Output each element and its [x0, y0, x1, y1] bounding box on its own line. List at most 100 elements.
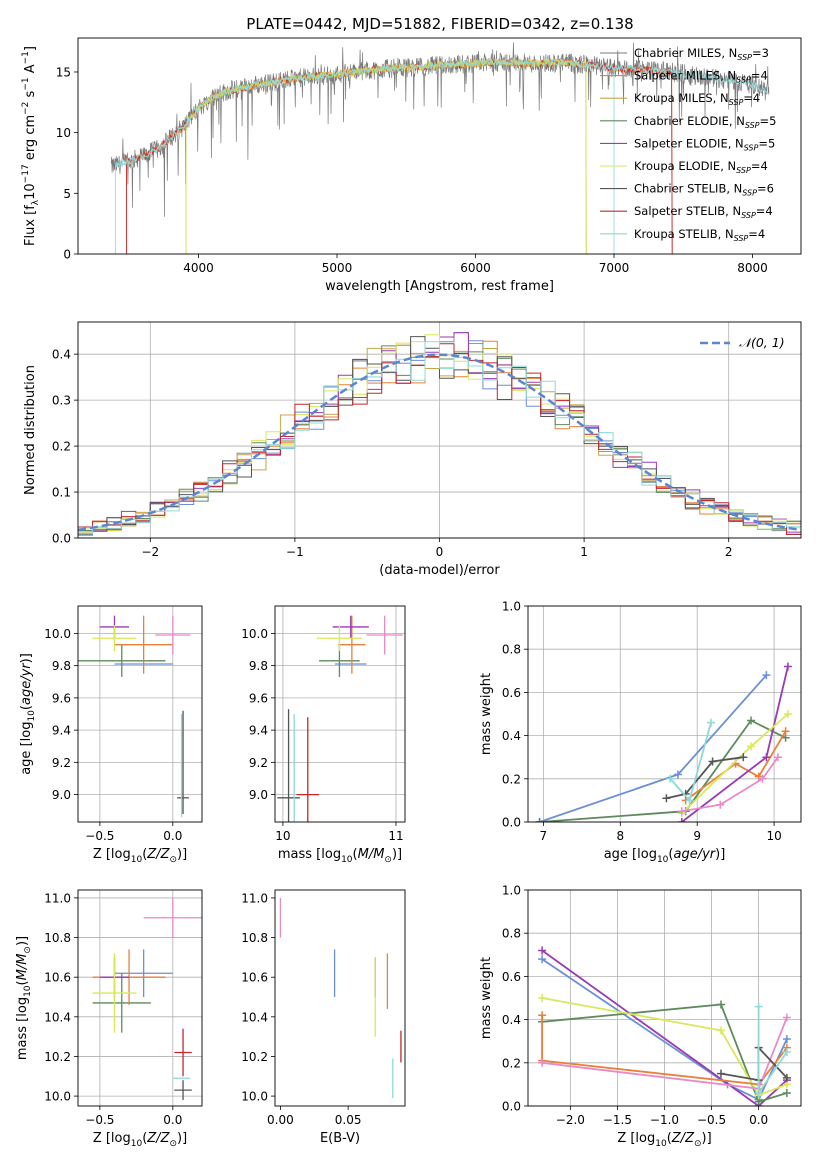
x-tick-label: 8 [616, 829, 624, 843]
x-tick-label: −0.5 [697, 1113, 726, 1127]
label-part: M/M [15, 954, 30, 981]
subscript: 10 [655, 1139, 667, 1149]
x-axis-label: Z [log10(Z/Z⊙)] [93, 1131, 187, 1149]
subscript: ⊙ [694, 1139, 702, 1149]
weight-marker [781, 727, 790, 736]
y-tick-label: 9.2 [52, 756, 71, 770]
plot-area-mass_vs_Z [92, 897, 202, 1101]
legend-library: MILES [678, 91, 712, 105]
legend-imf: Kroupa [634, 91, 675, 105]
y-axis-label-text: Normed distribution [23, 365, 38, 495]
axes-residuals: −2 −1 0 1 2 0.0 0.1 0.2 0.3 0.4 (data-model)/error… [23, 321, 802, 578]
subscript: SSP [741, 211, 756, 220]
y-tick-label: 10.4 [241, 1010, 268, 1024]
y-tick-label: 0.8 [502, 643, 521, 657]
weight-marker [538, 955, 547, 964]
weight-marker [677, 818, 686, 822]
subscript: λ [31, 199, 41, 205]
plot-area-age_vs_mass [277, 615, 403, 822]
label-part: Z/Z [146, 847, 170, 862]
legend-imf: Chabrier [634, 46, 684, 60]
weight-marker [762, 753, 771, 762]
plot-area-massweight_vs_age [535, 662, 792, 822]
y-tick-label: 0.2 [52, 440, 71, 454]
legend-nssp: =5 [758, 136, 775, 150]
y-tick-label: 9.2 [249, 756, 268, 770]
weight-marker [538, 994, 547, 1002]
legend-nssp: =4 [751, 69, 768, 83]
weight-marker [708, 757, 717, 766]
y-tick-label: 0.2 [502, 1056, 521, 1070]
errorbar-point [78, 644, 166, 677]
x-axis-label-text: (data-model)/error [379, 563, 500, 578]
label-part: , N [713, 91, 729, 105]
axes-frame [77, 889, 203, 1107]
weight-marker [673, 770, 682, 779]
normal-curve [78, 353, 801, 532]
x-tick-label: 11 [388, 829, 403, 843]
label-part: s [23, 90, 38, 101]
legend-nssp: =4 [756, 204, 773, 218]
model-spectrum [115, 57, 770, 168]
y-tick-label: 9.0 [249, 788, 268, 802]
label-part: )] [702, 1131, 712, 1146]
label-part: , N [729, 114, 745, 128]
label-part: ] [23, 46, 38, 51]
errorbar-point [92, 973, 151, 1033]
errorbar-point [114, 615, 173, 674]
subscript: ⊙ [23, 946, 33, 954]
x-tick-label: −1.5 [603, 1113, 632, 1127]
weight-line [539, 719, 787, 822]
legend-library: MILES [687, 46, 721, 60]
weight-marker [538, 1058, 547, 1067]
y-tick-label: 0.3 [52, 394, 71, 408]
y-tick-label: 0.1 [52, 486, 71, 500]
axes-mass_vs_Z: −0.5 0.010.010.210.410.610.811.0Z [log10(… [15, 889, 203, 1149]
legend-imf: Chabrier [634, 114, 684, 128]
x-tick-label: 0.05 [335, 1113, 362, 1127]
x-tick-label: 10 [275, 829, 290, 843]
x-tick-label: −2 [141, 545, 159, 559]
x-tick-label: 5000 [322, 261, 353, 275]
errorbar-point [174, 1080, 192, 1101]
label-part: 10 [23, 183, 38, 200]
errorbar-point [174, 1028, 192, 1077]
weight-marker [783, 710, 792, 718]
x-tick-label: 0.0 [163, 1113, 182, 1127]
axes-frame [77, 605, 203, 823]
x-tick-label: 0 [436, 545, 444, 559]
weight-marker [747, 716, 756, 725]
y-tick-label: 0.4 [502, 1013, 521, 1027]
legend-imf: Kroupa [634, 227, 675, 241]
plot-area-massweight_vs_Z [538, 946, 791, 1106]
y-tick-label: 0.6 [502, 686, 521, 700]
label-part: , N [720, 69, 736, 83]
weight-marker [716, 1069, 725, 1078]
x-tick-label: 7000 [599, 261, 630, 275]
label-part: )] [177, 847, 187, 862]
y-tick-label: 15 [56, 65, 71, 79]
y-tick-label: 9.4 [52, 724, 71, 738]
errorbar-point [155, 615, 191, 655]
y-tick-label: 10.0 [241, 1090, 268, 1104]
plot-area-residuals [78, 332, 801, 536]
weight-marker [739, 753, 748, 762]
label-part: )] [715, 847, 725, 862]
legend-library: MILES [686, 69, 720, 83]
legend-nssp: =4 [751, 159, 768, 173]
y-tick-label: 10.6 [241, 971, 268, 985]
y-tick-label: 10.0 [44, 627, 71, 641]
weight-marker [538, 1011, 547, 1020]
errorbar-point [92, 625, 137, 652]
x-axis-label: age [log10(age/yr)] [604, 847, 726, 865]
legend-library: STELIB [687, 182, 726, 196]
errorbar-point [296, 717, 320, 822]
x-tick-label: 1 [580, 545, 588, 559]
weight-marker [538, 946, 547, 955]
legend-entry: Chabrier ELODIE, NSSP=5 [634, 114, 776, 130]
axes-age_vs_Z: −0.5 0.09.09.29.49.69.810.0Z [log10(Z/Z⊙)… [19, 605, 203, 865]
label-part: ( [142, 1131, 147, 1146]
y-axis-label-text: mass [log [15, 997, 30, 1060]
